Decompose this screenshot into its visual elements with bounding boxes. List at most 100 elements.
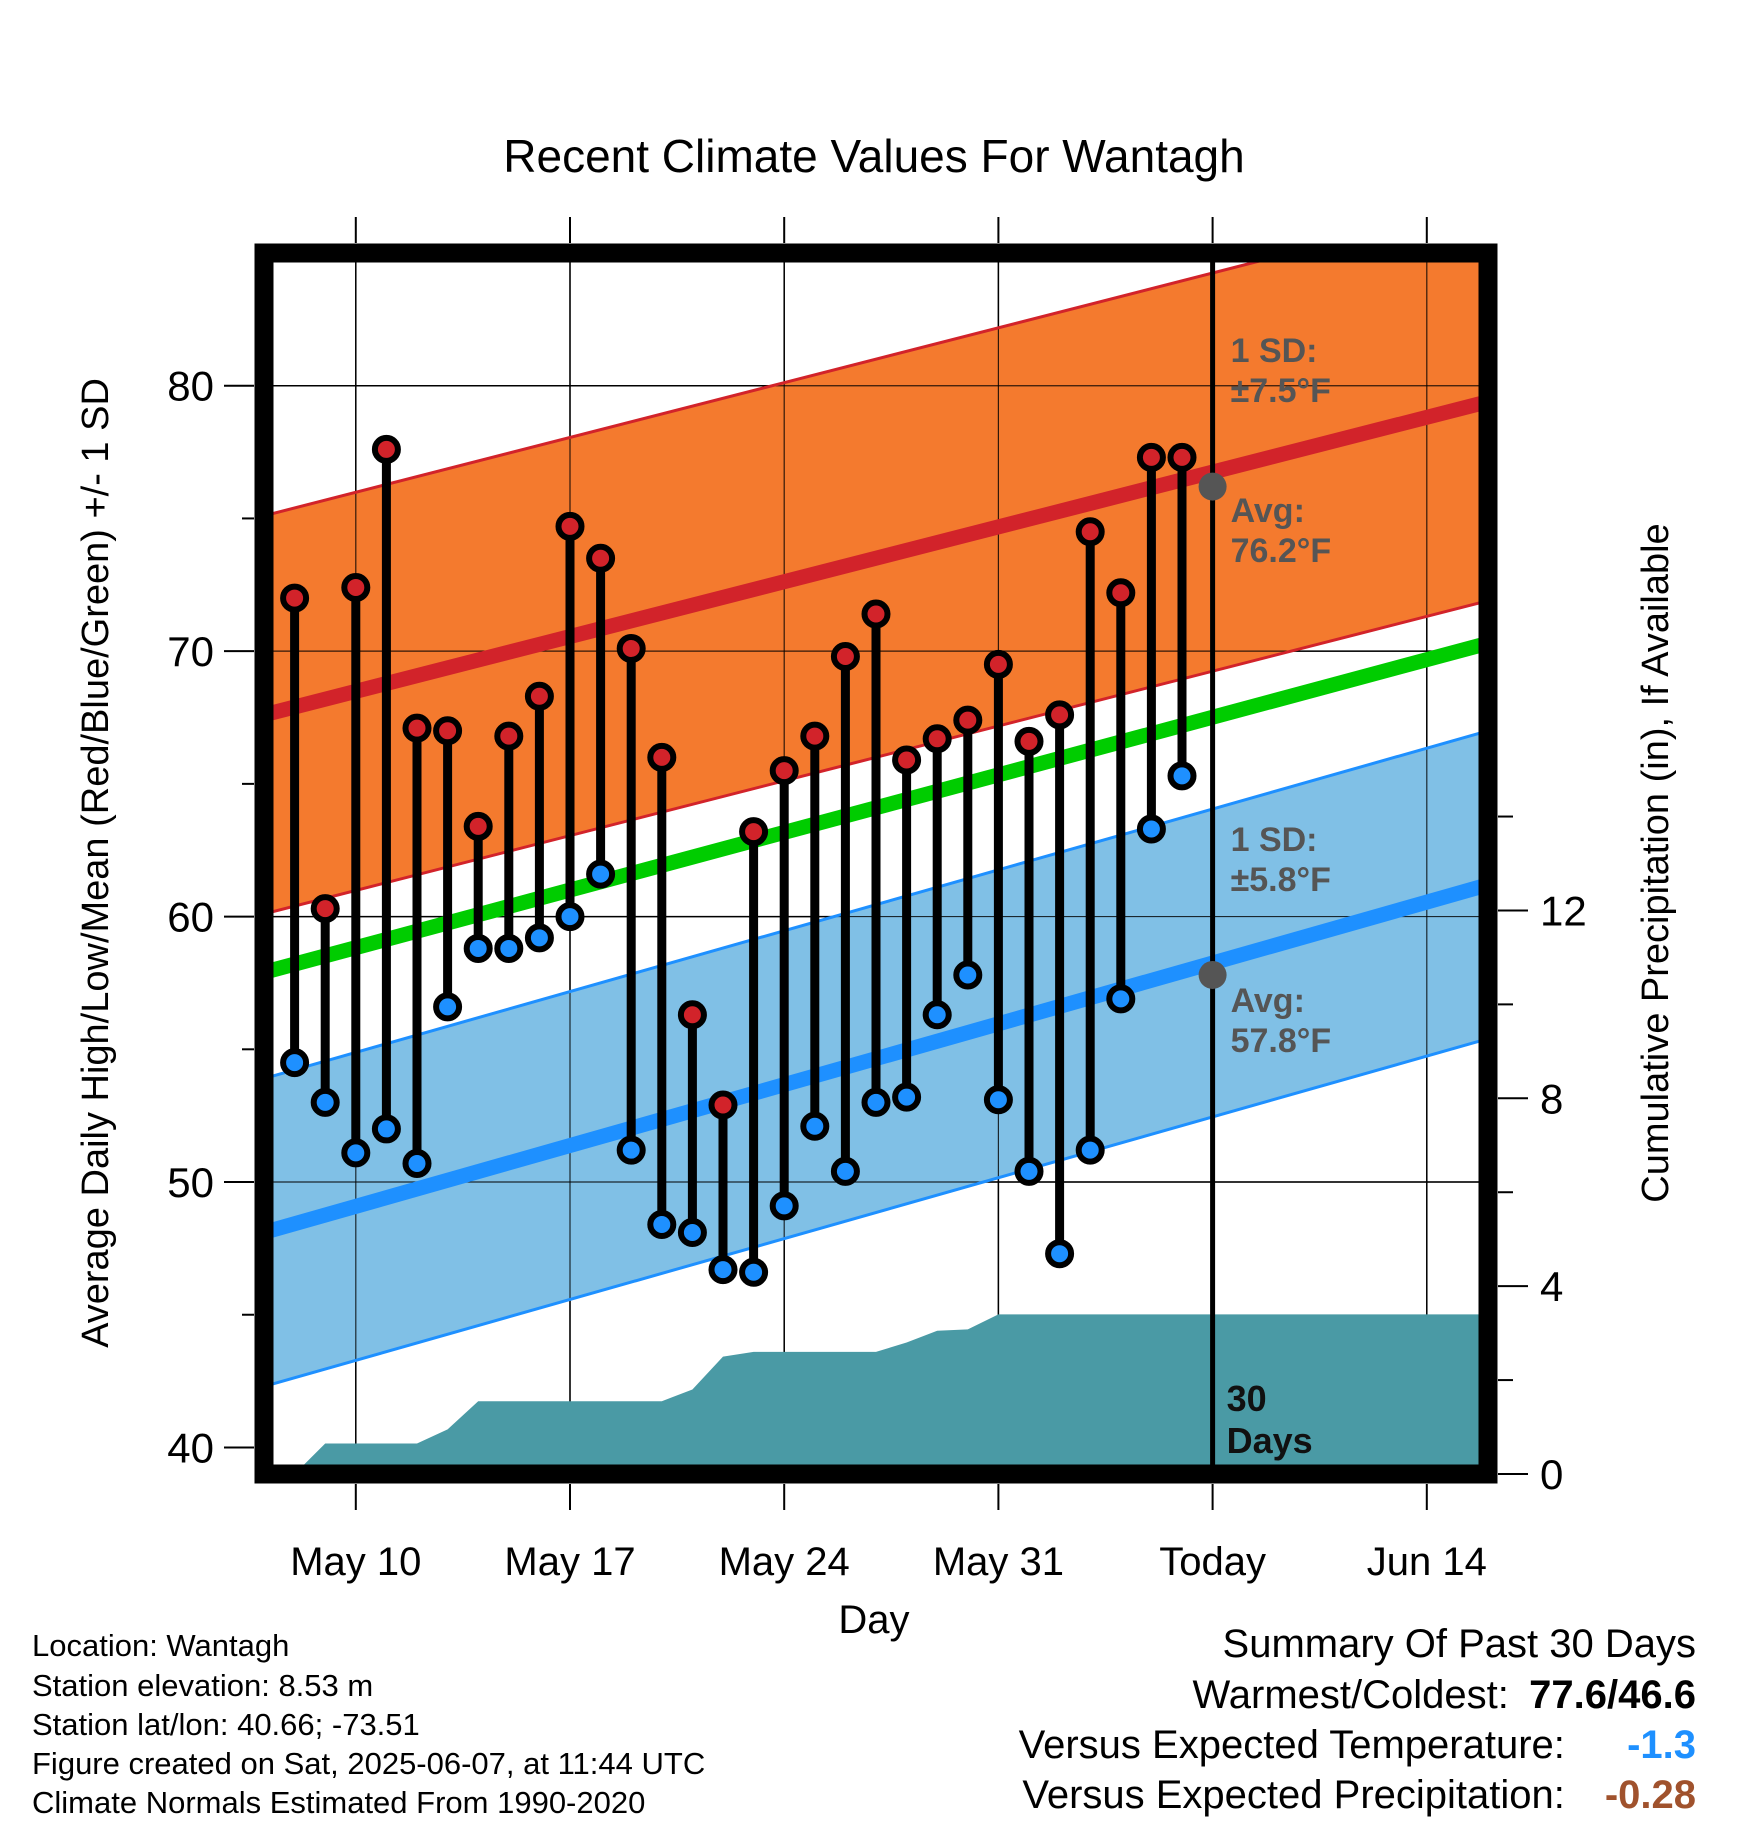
daily-high-point [1014, 726, 1044, 756]
daily-low-point [861, 1087, 891, 1117]
y-tick-label: 70 [167, 628, 214, 675]
daily-low-point [433, 992, 463, 1022]
daily-low-point [800, 1111, 830, 1141]
daily-low-point [463, 933, 493, 963]
daily-low-point [616, 1135, 646, 1165]
chart-title: Recent Climate Values For Wantagh [503, 130, 1244, 182]
temp-anomaly-value: -1.3 [1627, 1723, 1696, 1767]
x-tick-label: Today [1159, 1540, 1266, 1584]
daily-high-point [830, 641, 860, 671]
daily-high-point [341, 572, 371, 602]
daily-high-point [555, 511, 585, 541]
x-tick-label: May 17 [504, 1540, 635, 1584]
footer-latlon: Station lat/lon: 40.66; -73.51 [32, 1707, 420, 1742]
daily-low-point [341, 1138, 371, 1168]
daily-high-point [371, 434, 401, 464]
y-tick-label: 40 [167, 1424, 214, 1471]
y2-tick-label: 12 [1540, 887, 1587, 934]
daily-low-point [1106, 984, 1136, 1014]
daily-high-point [647, 742, 677, 772]
daily-high-point [402, 713, 432, 743]
daily-high-point [586, 543, 616, 573]
low-sd-annotation: 1 SD: ±5.8°F [1231, 821, 1331, 899]
daily-low-point [555, 902, 585, 932]
y-tick-label: 80 [167, 363, 214, 410]
daily-high-point [433, 716, 463, 746]
today-avg-high-marker [1198, 472, 1227, 501]
daily-low-point [830, 1156, 860, 1186]
daily-low-point [647, 1209, 677, 1239]
daily-high-point [983, 649, 1013, 679]
x-tick-label: May 24 [719, 1540, 850, 1584]
daily-low-point [892, 1082, 922, 1112]
daily-low-point [708, 1255, 738, 1285]
warm-cold-value: 77.6/46.6 [1529, 1673, 1696, 1717]
daily-high-point [677, 1000, 707, 1030]
footer-location: Location: Wantagh [32, 1628, 290, 1663]
days-window-label: 30 Days [1227, 1378, 1313, 1461]
footer-created: Figure created on Sat, 2025-06-07, at 11… [32, 1746, 706, 1781]
footer-normals: Climate Normals Estimated From 1990-2020 [32, 1785, 646, 1820]
high-avg-annotation: Avg: 76.2°F [1231, 492, 1332, 570]
daily-low-point [922, 1000, 952, 1030]
daily-low-point [1014, 1156, 1044, 1186]
daily-low-point [280, 1048, 310, 1078]
daily-high-point [861, 599, 891, 629]
high-sd-annotation: 1 SD: ±7.5°F [1231, 332, 1331, 410]
daily-low-point [1075, 1135, 1105, 1165]
daily-high-point [1045, 700, 1075, 730]
summary-warm-cold: Warmest/Coldest: 77.6/46.6 [1193, 1675, 1697, 1715]
y-tick-label: 50 [167, 1159, 214, 1206]
summary-temp: Versus Expected Temperature: -1.3 [1019, 1725, 1696, 1765]
daily-low-point [1136, 814, 1166, 844]
y-axis-label: Average Daily High/Low/Mean (Red/Blue/Gr… [75, 378, 117, 1348]
low-sd-lower-line [264, 1037, 1488, 1388]
temp-anomaly-label: Versus Expected Temperature: [1018, 1723, 1565, 1767]
y2-axis-label: Cumulative Precipitation (in), If Availa… [1635, 523, 1677, 1202]
y-tick-label: 60 [167, 894, 214, 941]
y2-tick-label: 8 [1540, 1075, 1563, 1122]
x-tick-label: May 10 [290, 1540, 421, 1584]
daily-high-point [494, 721, 524, 751]
daily-low-point [983, 1085, 1013, 1115]
daily-high-point [708, 1090, 738, 1120]
low-avg-annotation: Avg: 57.8°F [1231, 982, 1332, 1060]
precip-anomaly-value: -0.28 [1604, 1773, 1696, 1817]
daily-low-point [402, 1148, 432, 1178]
daily-high-point [892, 745, 922, 775]
plot-frame [254, 243, 1498, 1484]
summary-precip: Versus Expected Precipitation: -0.28 [1022, 1775, 1696, 1815]
daily-low-point [769, 1191, 799, 1221]
daily-high-point [616, 633, 646, 663]
daily-high-point [1167, 442, 1197, 472]
daily-high-point [800, 721, 830, 751]
footer-elevation: Station elevation: 8.53 m [32, 1668, 374, 1703]
daily-high-point [769, 756, 799, 786]
daily-high-point [280, 583, 310, 613]
daily-low-point [494, 933, 524, 963]
avg-high-line [264, 394, 1488, 723]
daily-high-point [463, 811, 493, 841]
summary-title: Summary Of Past 30 Days [1222, 1622, 1696, 1666]
warm-cold-label: Warmest/Coldest: [1192, 1673, 1509, 1717]
daily-low-point [739, 1257, 769, 1287]
daily-low-point [524, 923, 554, 953]
daily-low-point [310, 1087, 340, 1117]
daily-low-point [953, 960, 983, 990]
daily-low-point [586, 859, 616, 889]
y2-tick-label: 4 [1540, 1263, 1563, 1310]
precip-anomaly-label: Versus Expected Precipitation: [1022, 1773, 1565, 1817]
x-tick-label: May 31 [933, 1540, 1064, 1584]
today-avg-low-marker [1198, 960, 1227, 989]
daily-high-point [1136, 442, 1166, 472]
daily-high-point [524, 681, 554, 711]
x-axis-label: Day [838, 1598, 909, 1642]
daily-high-point [1075, 517, 1105, 547]
daily-high-point [953, 705, 983, 735]
daily-high-point [310, 894, 340, 924]
precip-area [294, 1314, 1488, 1474]
daily-low-point [1167, 761, 1197, 791]
daily-high-point [739, 817, 769, 847]
daily-low-point [677, 1217, 707, 1247]
